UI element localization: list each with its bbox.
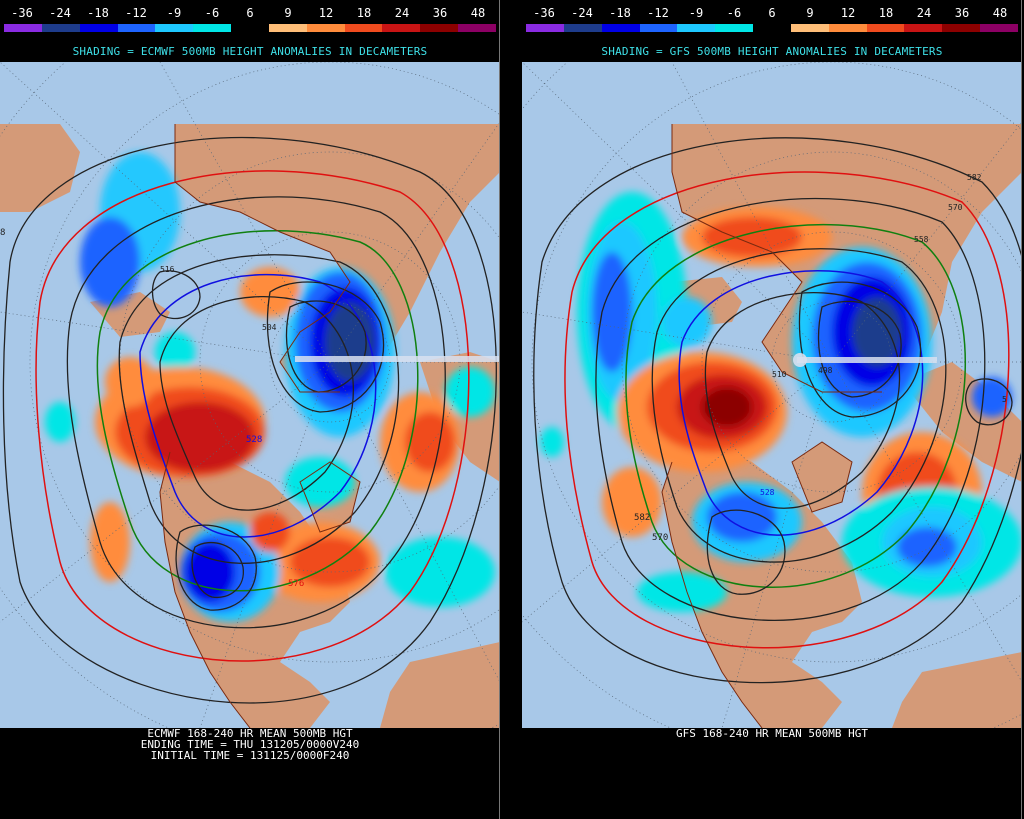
ecmwf-panel: -36 -24 -18 -12 -9 -6 6 9 12 18 24 36 48… — [0, 0, 500, 819]
pole-data-gap — [295, 356, 500, 362]
panel-frame — [0, 0, 500, 819]
colorbar-cell — [904, 24, 943, 32]
colorbar-label: 9 — [806, 6, 814, 20]
colorbar — [4, 24, 496, 32]
contour-label: 528 — [760, 488, 775, 497]
contour-label: 582 — [967, 173, 982, 182]
contour-label: 8 — [0, 228, 5, 238]
ecmwf-anomaly-map: 528 576 8 516 504 — [0, 62, 500, 728]
caption-line: ENDING TIME = THU 131205/0000V240 — [140, 738, 360, 751]
contour-label: 498 — [818, 366, 833, 375]
contour-label: 5 — [1002, 395, 1007, 404]
anomaly-shading — [540, 192, 1022, 612]
colorbar-cell — [231, 24, 269, 32]
colorbar-label: 36 — [954, 6, 970, 20]
contour-label: 528 — [246, 435, 262, 445]
caption-line: INITIAL TIME = 131125/0000F240 — [150, 749, 350, 762]
contour-label: 576 — [288, 579, 304, 589]
colorbar-label: 6 — [246, 6, 254, 20]
height-contours — [2, 136, 497, 704]
colorbar-cell — [563, 24, 602, 32]
colorbar-label: 18 — [356, 6, 372, 20]
colorbar-label: -12 — [647, 6, 669, 20]
contour-label: 582 — [634, 513, 650, 523]
colorbar-label: 36 — [432, 6, 448, 20]
caption-line: ECMWF 168-240 HR MEAN 500MB HGT — [147, 727, 353, 740]
colorbar-cell — [79, 24, 118, 32]
colorbar-cell — [41, 24, 80, 32]
caption-line: GFS 168-240 HR MEAN 500MB HGT — [675, 727, 869, 740]
colorbar-label: -6 — [726, 6, 742, 20]
colorbar-labels: -36 -24 -18 -12 -9 -6 6 9 12 18 24 36 48 — [526, 6, 1018, 20]
colorbar-cell — [715, 24, 754, 32]
colorbar-label: 48 — [470, 6, 486, 20]
colorbar-labels: -36 -24 -18 -12 -9 -6 6 9 12 18 24 36 48 — [4, 6, 496, 20]
colorbar-label: -9 — [688, 6, 704, 20]
colorbar-label: 12 — [318, 6, 334, 20]
contour-label: 570 — [948, 203, 963, 212]
colorbar-label: 24 — [394, 6, 410, 20]
panel-gap — [500, 0, 522, 819]
colorbar-cell — [193, 24, 232, 32]
colorbar-label: -18 — [609, 6, 631, 20]
colorbar-label: -36 — [533, 6, 555, 20]
colorbar-label: 18 — [878, 6, 894, 20]
colorbar-cell — [677, 24, 716, 32]
contour-label: 510 — [772, 370, 787, 379]
colorbar-cell — [382, 24, 421, 32]
coastlines — [159, 124, 361, 728]
colorbar-cell — [526, 24, 564, 32]
colorbar-cell — [458, 24, 496, 32]
shading-title: SHADING = ECMWF 500MB HEIGHT ANOMALIES I… — [72, 45, 428, 58]
colorbar-cell — [866, 24, 905, 32]
colorbar-label: -18 — [87, 6, 109, 20]
colorbar-label: -6 — [204, 6, 220, 20]
colorbar-cell — [268, 24, 307, 32]
colorbar-label: 12 — [840, 6, 856, 20]
colorbar — [526, 24, 1018, 32]
pole-data-gap — [797, 357, 937, 363]
colorbar-label: -24 — [571, 6, 593, 20]
colorbar-label: 6 — [768, 6, 776, 20]
height-contours — [533, 137, 1022, 684]
ecmwf-caption: ECMWF 168-240 HR MEAN 500MB HGT ENDING T… — [0, 728, 500, 761]
colorbar-cell — [790, 24, 829, 32]
colorbar-cell — [980, 24, 1018, 32]
colorbar-label: -9 — [166, 6, 182, 20]
colorbar-cell — [601, 24, 640, 32]
colorbar-cell — [942, 24, 981, 32]
shading-title: SHADING = GFS 500MB HEIGHT ANOMALIES IN … — [601, 45, 943, 58]
colorbar-cell — [344, 24, 383, 32]
colorbar-cell — [306, 24, 345, 32]
colorbar-label: 9 — [284, 6, 292, 20]
coastlines — [661, 124, 882, 728]
gfs-anomaly-map: 582 570 558 582 570 528 510 498 5 — [522, 62, 1022, 728]
gfs-caption: GFS 168-240 HR MEAN 500MB HGT — [522, 728, 1022, 739]
colorbar-label: 48 — [992, 6, 1008, 20]
colorbar-cell — [420, 24, 459, 32]
colorbar-cell — [117, 24, 156, 32]
colorbar-cell — [639, 24, 678, 32]
colorbar-cell — [753, 24, 791, 32]
colorbar-cell — [828, 24, 867, 32]
colorbar-label: -24 — [49, 6, 71, 20]
contour-label: 570 — [652, 533, 668, 543]
colorbar-label: -12 — [125, 6, 147, 20]
pole-marker — [793, 353, 807, 367]
contour-label: 558 — [914, 235, 929, 244]
colorbar-label: -36 — [11, 6, 33, 20]
contour-label: 516 — [160, 265, 175, 274]
gfs-panel: -36 -24 -18 -12 -9 -6 6 9 12 18 24 36 48… — [522, 0, 1022, 819]
colorbar-cell — [4, 24, 42, 32]
colorbar-label: 24 — [916, 6, 932, 20]
panel-frame — [522, 0, 1022, 819]
colorbar-cell — [155, 24, 194, 32]
contour-label: 504 — [262, 323, 277, 332]
